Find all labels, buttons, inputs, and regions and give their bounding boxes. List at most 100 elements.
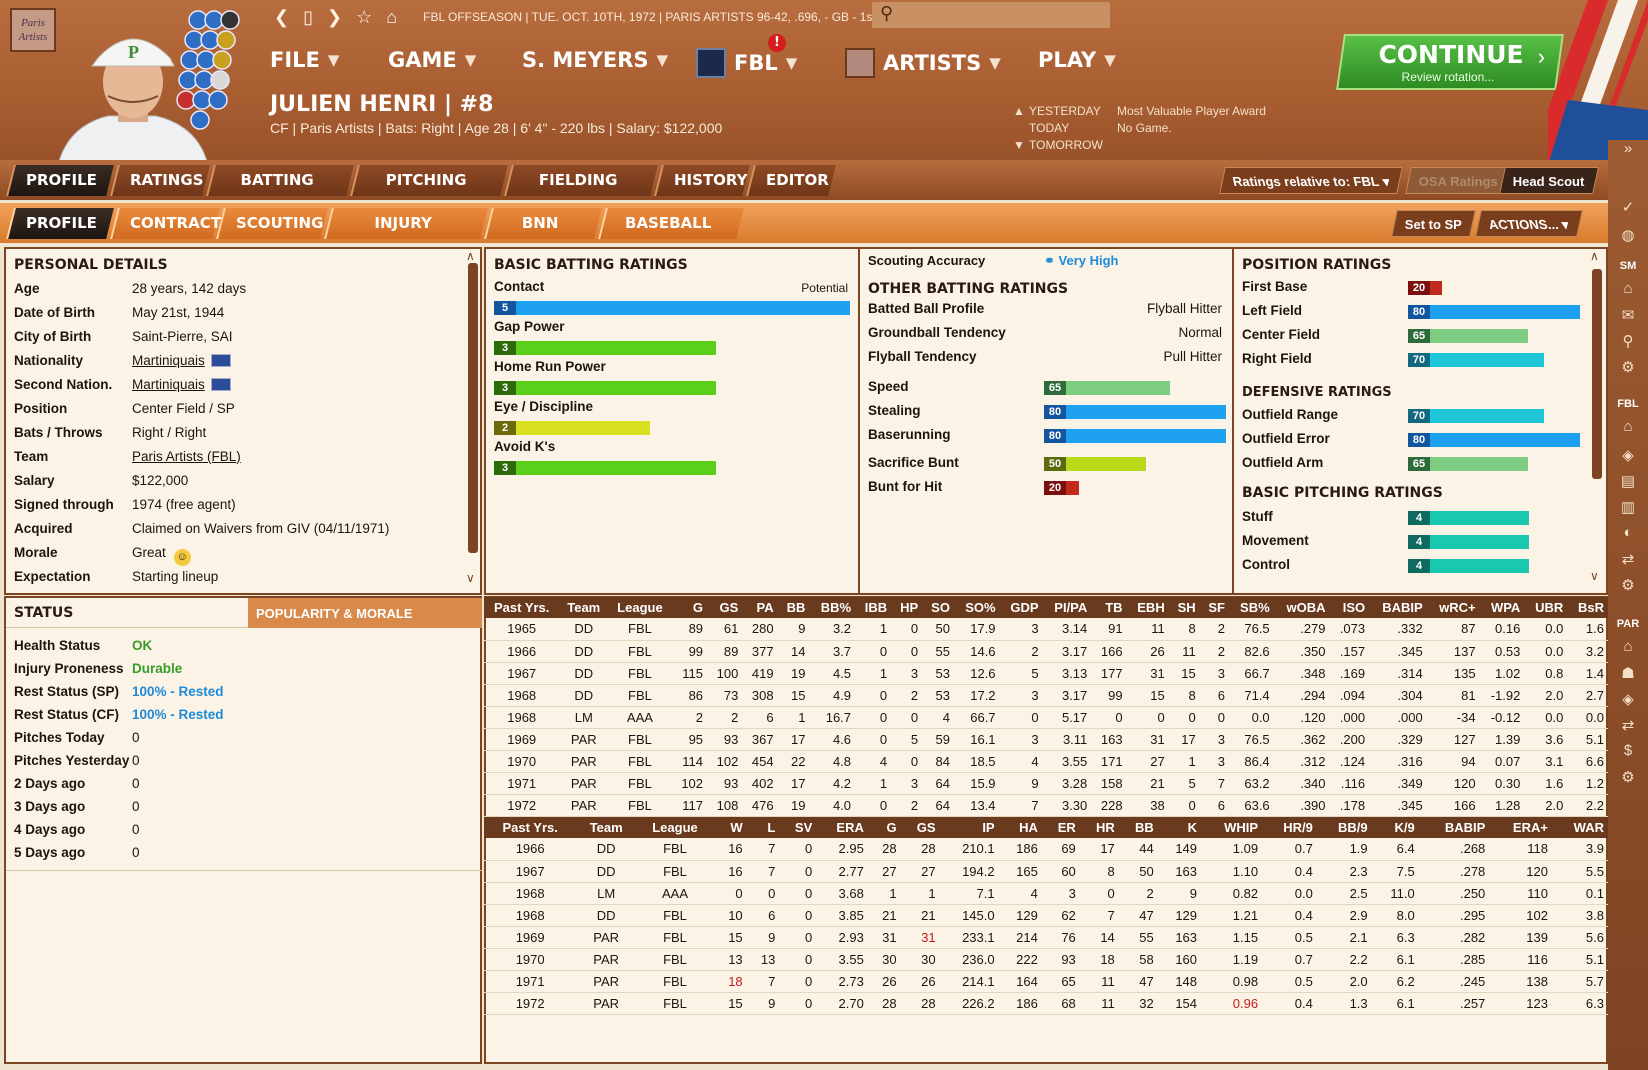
- expand-icon[interactable]: »: [1623, 140, 1633, 157]
- table-row[interactable]: 1966 DD FBL 16 7 0 2.95 28 28 210.1 186 69 17 44 149 1.…: [484, 838, 1608, 861]
- table-row[interactable]: 1969 PAR FBL 15 9 0 2.93 31 31 233.1 214 76 14 55 163 1…: [484, 926, 1608, 949]
- column-header[interactable]: Past Yrs.: [484, 597, 560, 618]
- menu-file[interactable]: FILE ▼: [270, 48, 339, 72]
- table-row[interactable]: 1969 PAR FBL 95 93 367 17 4.6 0 5 59 16.1 3 3.11 163 31…: [484, 728, 1608, 751]
- baseball-icon[interactable]: ◐: [1623, 524, 1633, 541]
- up-arrow-icon[interactable]: ▲: [1013, 104, 1025, 118]
- settings-icon[interactable]: ⚙: [1621, 577, 1635, 594]
- column-header[interactable]: SH: [1168, 597, 1200, 618]
- shield-icon[interactable]: ◈: [1622, 691, 1634, 708]
- dollar-icon[interactable]: $: [1623, 742, 1633, 759]
- forward-arrow-icon[interactable]: ❯: [327, 7, 343, 27]
- scroll-down-icon[interactable]: ∨: [466, 571, 475, 585]
- column-header[interactable]: EBH: [1126, 597, 1169, 618]
- transactions-icon[interactable]: ⇄: [1621, 717, 1635, 734]
- search-icon[interactable]: ⚲: [1622, 333, 1634, 350]
- subtab-profile[interactable]: PROFILE: [6, 208, 114, 239]
- menu-game[interactable]: GAME ▼: [388, 48, 476, 72]
- column-header[interactable]: PA: [742, 597, 778, 618]
- subtab-scouting[interactable]: SCOUTING: [216, 208, 328, 239]
- table-row[interactable]: 1972 PAR FBL 117 108 476 19 4.0 0 2 64 13.4 7 3.30 228…: [484, 794, 1608, 817]
- news-icon[interactable]: ▤: [1620, 473, 1636, 490]
- table-row[interactable]: 1971 PAR FBL 102 93 402 17 4.2 1 3 64 15.9 9 3.28 158 2…: [484, 772, 1608, 795]
- column-header[interactable]: L: [746, 817, 780, 838]
- table-row[interactable]: 1966 DD FBL 99 89 377 14 3.7 0 0 55 14.6 2 3.17 166 26 1…: [484, 640, 1608, 663]
- team-home-icon[interactable]: ⌂: [1623, 638, 1633, 655]
- column-header[interactable]: K: [1157, 817, 1202, 838]
- table-row[interactable]: 1967 DD FBL 16 7 0 2.77 27 27 194.2 165 60 8 50 163 1.1…: [484, 860, 1608, 883]
- gear-icon[interactable]: ⚙: [1621, 359, 1635, 376]
- league-home-icon[interactable]: ⌂: [1623, 418, 1633, 435]
- table-row[interactable]: 1970 PAR FBL 114 102 454 22 4.8 4 0 84 18.5 4 3.55 171…: [484, 750, 1608, 773]
- column-header[interactable]: HR/9: [1262, 817, 1317, 838]
- column-header[interactable]: IBB: [855, 597, 892, 618]
- column-header[interactable]: GS: [707, 597, 743, 618]
- star-icon[interactable]: ☆: [356, 7, 373, 27]
- team-logo[interactable]: Paris Artists: [10, 8, 56, 52]
- menu-play[interactable]: PLAY ▼: [1038, 48, 1116, 72]
- column-header[interactable]: League: [608, 597, 672, 618]
- column-header[interactable]: Team: [559, 597, 609, 618]
- column-header[interactable]: ERA+: [1489, 817, 1552, 838]
- chart-icon[interactable]: ▥: [1620, 499, 1636, 516]
- tab-batting-stats[interactable]: BATTING STATS: [206, 165, 354, 220]
- column-header[interactable]: GDP: [999, 597, 1043, 618]
- column-header[interactable]: Past Yrs.: [484, 817, 577, 838]
- tab-pitching-stats[interactable]: PITCHING STATS: [350, 165, 508, 220]
- column-header[interactable]: W: [713, 817, 747, 838]
- table-row[interactable]: 1965 DD FBL 89 61 280 9 3.2 1 0 50 17.9 3 3.14 91 11 8 2 7…: [484, 618, 1608, 641]
- detail-link[interactable]: Martiniquais: [132, 377, 205, 392]
- globe-icon[interactable]: ◍: [1621, 227, 1635, 244]
- table-row[interactable]: 1967 DD FBL 115 100 419 19 4.5 1 3 53 12.6 5 3.13 177 3…: [484, 662, 1608, 685]
- detail-link[interactable]: Paris Artists (FBL): [132, 449, 241, 464]
- table-row[interactable]: 1968 DD FBL 10 6 0 3.85 21 21 145.0 129 62 7 47 129 1.2…: [484, 904, 1608, 927]
- column-header[interactable]: ERA: [816, 817, 868, 838]
- scrollbar[interactable]: [1592, 269, 1602, 479]
- shield-icon[interactable]: ◈: [1622, 447, 1634, 464]
- column-header[interactable]: SO%: [953, 597, 1000, 618]
- column-header[interactable]: G: [671, 597, 708, 618]
- checkmark-icon[interactable]: ✓: [1621, 199, 1635, 216]
- scroll-up-icon[interactable]: ∧: [1590, 249, 1599, 263]
- tab-ratings[interactable]: RATINGS: [110, 165, 210, 196]
- column-header[interactable]: TB: [1091, 597, 1127, 618]
- table-row[interactable]: 1968 DD FBL 86 73 308 15 4.9 0 2 53 17.2 3 3.17 99 15 8 6…: [484, 684, 1608, 707]
- set-to-sp-button[interactable]: Set to SP: [1391, 210, 1476, 237]
- search-input[interactable]: ⚲: [872, 2, 1110, 28]
- column-header[interactable]: League: [636, 817, 714, 838]
- column-header[interactable]: G: [867, 817, 901, 838]
- column-header[interactable]: BABIP: [1369, 597, 1427, 618]
- column-header[interactable]: HR: [1079, 817, 1119, 838]
- table-row[interactable]: 1971 PAR FBL 18 7 0 2.73 26 26 214.1 164 65 11 47 148 0…: [484, 970, 1608, 993]
- column-header[interactable]: BB/9: [1316, 817, 1372, 838]
- menu-team[interactable]: ARTISTS ▼: [845, 48, 1001, 78]
- tab-fielding-stats[interactable]: FIELDING STATS: [504, 165, 658, 220]
- osa-ratings-toggle[interactable]: OSA Ratings: [1405, 167, 1512, 194]
- status-tab[interactable]: STATUS: [6, 598, 248, 628]
- gear-icon[interactable]: ⚙: [1621, 769, 1635, 786]
- menu-league[interactable]: FBL ▼ !: [696, 34, 797, 78]
- column-header[interactable]: BB%: [809, 597, 856, 618]
- tab-editor[interactable]: EDITOR: [746, 165, 836, 196]
- column-header[interactable]: wRC+: [1426, 597, 1480, 618]
- scroll-down-icon[interactable]: ∨: [1590, 569, 1599, 583]
- scrollbar[interactable]: [468, 263, 478, 553]
- mail-icon[interactable]: ✉: [1621, 307, 1635, 324]
- actions-dropdown[interactable]: ACTIONS... ▾: [1475, 210, 1583, 237]
- subtab-contract[interactable]: CONTRACT: [110, 208, 221, 239]
- table-row[interactable]: 1968 LM AAA 2 2 6 1 16.7 0 0 4 66.7 0 5.17 0 0 0 0 0.0.120…: [484, 706, 1608, 729]
- tab-history[interactable]: HISTORY: [654, 165, 750, 196]
- subtab-baseball-cards[interactable]: BASEBALL CARDS: [598, 208, 744, 263]
- window-icon[interactable]: ▯: [303, 7, 313, 27]
- column-header[interactable]: SB%: [1228, 597, 1274, 618]
- column-header[interactable]: GS: [900, 817, 940, 838]
- column-header[interactable]: WAR: [1551, 817, 1608, 838]
- back-arrow-icon[interactable]: ❮: [274, 7, 290, 27]
- menu-manager[interactable]: S. MEYERS ▼: [522, 48, 668, 72]
- table-row[interactable]: 1970 PAR FBL 13 13 0 3.55 30 30 236.0 222 93 18 58 160…: [484, 948, 1608, 971]
- table-row[interactable]: 1972 PAR FBL 15 9 0 2.70 28 28 226.2 186 68 11 32 154 0…: [484, 992, 1608, 1015]
- column-header[interactable]: BsR: [1567, 597, 1608, 618]
- continue-button[interactable]: CONTINUE Review rotation... ›: [1336, 34, 1564, 90]
- scroll-up-icon[interactable]: ∧: [466, 249, 475, 263]
- column-header[interactable]: PI/PA: [1042, 597, 1092, 618]
